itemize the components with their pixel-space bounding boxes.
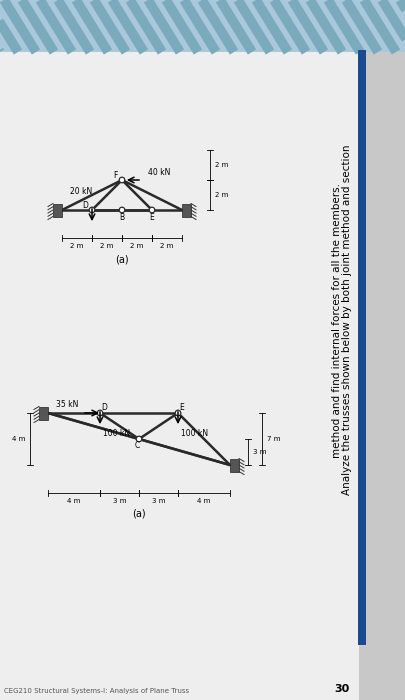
Circle shape — [149, 207, 154, 213]
Bar — [181, 204, 190, 216]
Text: 20 kN: 20 kN — [70, 187, 92, 196]
Text: 7 m: 7 m — [266, 436, 280, 442]
Text: 2 m: 2 m — [130, 243, 143, 249]
Text: E: E — [179, 403, 184, 412]
Text: Analyze the trusses shown below by both joint method and section: Analyze the trusses shown below by both … — [341, 145, 351, 496]
Text: B: B — [119, 213, 124, 221]
Circle shape — [89, 207, 94, 213]
Text: (a): (a) — [132, 509, 145, 519]
Text: 100 kN: 100 kN — [103, 429, 130, 438]
Bar — [0, 0, 405, 52]
Text: (a): (a) — [115, 254, 128, 264]
Text: 4 m: 4 m — [197, 498, 210, 504]
Text: 2 m: 2 m — [215, 162, 228, 168]
Bar — [357, 50, 365, 645]
Circle shape — [119, 207, 124, 213]
Text: method and find internal forces for all the members.: method and find internal forces for all … — [331, 183, 341, 458]
Circle shape — [175, 410, 180, 416]
Bar — [0, 52, 358, 700]
Text: 35 kN: 35 kN — [55, 400, 78, 409]
Text: D: D — [82, 200, 88, 209]
Text: F: F — [113, 171, 117, 179]
Text: 2 m: 2 m — [100, 243, 113, 249]
Circle shape — [119, 177, 124, 183]
Text: 100 kN: 100 kN — [181, 429, 208, 438]
Text: E: E — [149, 213, 154, 221]
Bar — [39, 407, 48, 419]
Text: 30: 30 — [334, 684, 349, 694]
Text: 2 m: 2 m — [215, 192, 228, 198]
Text: 3 m: 3 m — [252, 449, 266, 455]
Text: CEG210 Structural Systems-I: Analysis of Plane Truss: CEG210 Structural Systems-I: Analysis of… — [4, 688, 189, 694]
Text: 2 m: 2 m — [70, 243, 83, 249]
Text: 3 m: 3 m — [151, 498, 165, 504]
Text: 3 m: 3 m — [113, 498, 126, 504]
Circle shape — [97, 410, 102, 416]
Text: 4 m: 4 m — [67, 498, 81, 504]
Bar — [53, 204, 62, 216]
Text: C: C — [134, 442, 139, 451]
Bar — [230, 458, 239, 472]
Text: 2 m: 2 m — [160, 243, 173, 249]
Text: D: D — [101, 403, 107, 412]
Text: 40 kN: 40 kN — [148, 168, 170, 177]
Text: 4 m: 4 m — [12, 436, 25, 442]
Circle shape — [136, 436, 141, 442]
